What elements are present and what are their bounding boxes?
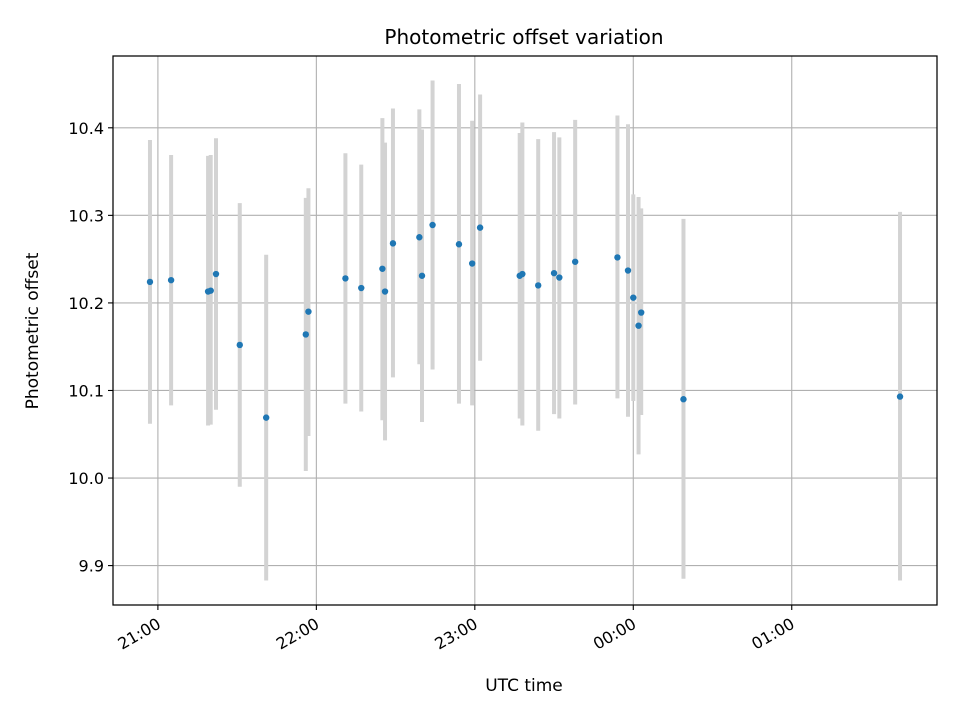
data-point xyxy=(624,267,632,274)
data-point xyxy=(550,269,558,277)
chart-title: Photometric offset variation xyxy=(384,25,663,49)
x-axis-label: UTC time xyxy=(485,676,563,696)
data-point xyxy=(418,272,426,279)
data-point xyxy=(455,241,463,248)
data-point xyxy=(476,224,484,231)
data-point xyxy=(381,288,389,295)
data-point xyxy=(635,322,642,329)
data-point xyxy=(680,396,687,403)
data-point xyxy=(556,274,563,281)
data-point xyxy=(146,278,154,286)
data-point xyxy=(638,309,645,316)
data-point xyxy=(468,260,476,267)
data-point xyxy=(429,221,436,229)
y-tick-label: 10.0 xyxy=(68,469,104,488)
data-point xyxy=(416,234,423,241)
data-point xyxy=(167,276,175,284)
data-point xyxy=(535,282,542,289)
data-point xyxy=(896,393,904,400)
data-point xyxy=(305,308,312,315)
data-point xyxy=(342,275,349,282)
data-points xyxy=(146,221,904,421)
y-axis-ticks: 9.9 10.0 10.1 10.2 10.3 10.4 xyxy=(68,119,113,576)
y-tick-label: 10.4 xyxy=(68,119,104,138)
y-tick-label: 9.9 xyxy=(79,557,104,576)
data-point xyxy=(519,270,526,278)
data-point xyxy=(358,284,365,292)
plot-frame xyxy=(112,55,938,606)
data-point xyxy=(614,254,621,261)
y-tick-label: 10.2 xyxy=(68,294,104,313)
data-point xyxy=(379,265,386,272)
grid xyxy=(113,56,937,605)
data-point xyxy=(236,341,243,349)
y-tick-label: 10.1 xyxy=(68,381,104,400)
data-point xyxy=(630,294,637,301)
data-point xyxy=(207,287,214,294)
data-point xyxy=(302,331,309,338)
y-axis-label: Photometric offset xyxy=(23,252,43,409)
data-point xyxy=(389,240,397,247)
y-tick-label: 10.3 xyxy=(68,206,104,225)
data-point xyxy=(262,414,270,421)
data-point xyxy=(571,258,579,265)
data-point xyxy=(212,270,220,278)
